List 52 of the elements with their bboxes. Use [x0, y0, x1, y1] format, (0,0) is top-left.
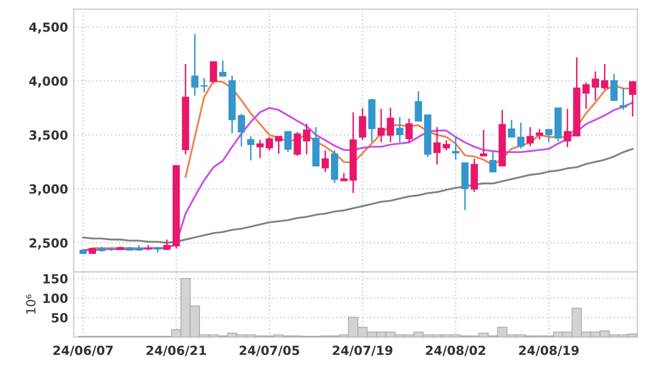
candlestick	[378, 108, 385, 143]
candlestick	[266, 136, 273, 152]
candlestick	[610, 73, 618, 102]
candlestick	[284, 130, 292, 153]
candlestick	[582, 82, 590, 110]
y-tick-label: 150	[44, 274, 68, 284]
candlestick	[620, 87, 627, 111]
candlestick	[238, 113, 246, 148]
x-tick-label: 24/06/21	[146, 346, 206, 356]
candlestick	[210, 60, 218, 84]
line-series	[82, 148, 634, 244]
candlestick	[442, 140, 450, 152]
candlestick	[358, 108, 366, 140]
candlestick	[629, 80, 636, 118]
candlestick	[322, 150, 329, 173]
candlestick	[526, 126, 534, 147]
candlestick	[545, 128, 552, 143]
candlestick	[256, 139, 264, 159]
x-tick-label: 24/07/19	[332, 346, 392, 356]
candlestick	[508, 119, 516, 138]
candlestick	[517, 122, 524, 150]
y-tick-label: 2,500	[30, 238, 68, 250]
x-tick-label: 24/06/07	[53, 346, 113, 356]
candlestick	[303, 123, 310, 156]
y-axis-title: 10⁶	[26, 294, 36, 314]
candlestick	[592, 70, 599, 102]
candlestick	[452, 136, 460, 160]
y-tick-label: 3,500	[30, 130, 68, 142]
candlestick	[219, 60, 226, 77]
x-tick-label: 24/07/05	[240, 346, 300, 356]
y-tick-label: 4,500	[29, 22, 68, 34]
candlestick	[564, 108, 572, 148]
candlestick	[489, 151, 497, 173]
candlestick	[480, 129, 488, 157]
candlestick	[200, 78, 208, 93]
y-tick-label: 100	[44, 294, 68, 303]
candlestick	[247, 136, 254, 162]
candlestick	[191, 33, 198, 96]
candlestick	[275, 136, 282, 154]
candlestick	[405, 118, 413, 143]
y-tick-label: 3,000	[30, 184, 68, 196]
candlestick	[386, 107, 394, 143]
candlestick	[396, 116, 404, 143]
candlestick	[536, 128, 544, 140]
x-tick-label: 24/08/02	[426, 346, 486, 356]
candlestick	[294, 131, 301, 157]
y-tick-label: 4,000	[29, 76, 68, 88]
x-tick-label: 24/08/19	[519, 346, 579, 356]
candlestick	[601, 63, 608, 90]
candlestick	[414, 90, 422, 122]
candlestick	[433, 126, 441, 166]
y-tick-label: 50	[52, 313, 68, 323]
